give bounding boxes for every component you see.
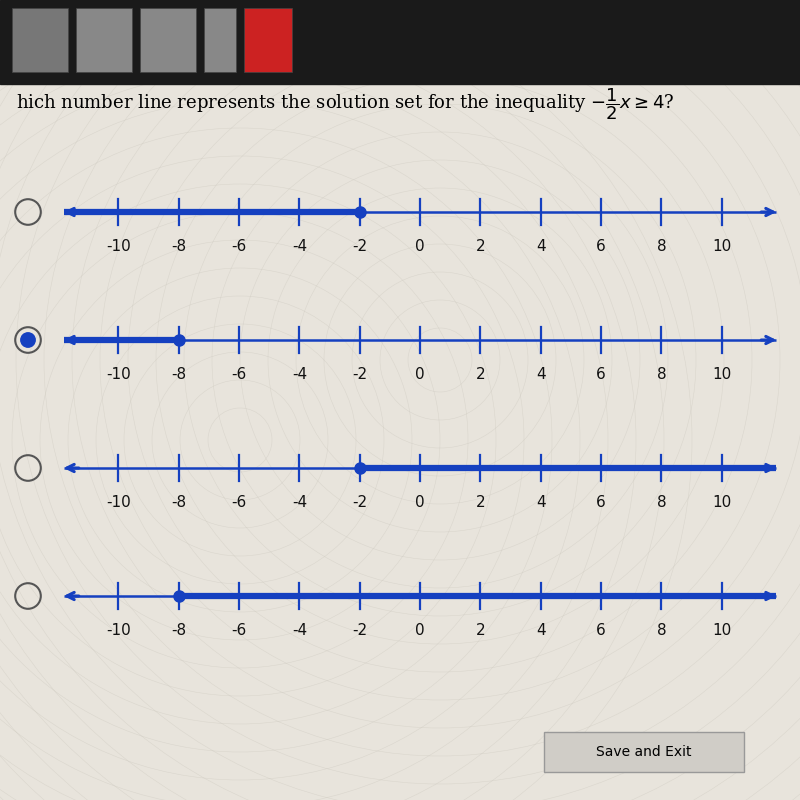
Text: 4: 4 <box>536 239 546 254</box>
Text: -6: -6 <box>231 623 246 638</box>
Text: -4: -4 <box>292 367 307 382</box>
Text: 4: 4 <box>536 623 546 638</box>
Text: 4: 4 <box>536 495 546 510</box>
Text: -8: -8 <box>171 623 186 638</box>
Text: -4: -4 <box>292 495 307 510</box>
Bar <box>12 8 68 72</box>
Bar <box>244 8 292 72</box>
Text: 10: 10 <box>712 239 731 254</box>
Text: -8: -8 <box>171 239 186 254</box>
Circle shape <box>21 333 35 347</box>
Text: -2: -2 <box>352 495 367 510</box>
Text: hich number line represents the solution set for the inequality $-\dfrac{1}{2}x : hich number line represents the solution… <box>16 86 674 122</box>
Bar <box>0 0 800 84</box>
Text: -2: -2 <box>352 367 367 382</box>
Text: 8: 8 <box>657 239 666 254</box>
Text: -10: -10 <box>106 623 130 638</box>
Text: -8: -8 <box>171 495 186 510</box>
Text: -6: -6 <box>231 495 246 510</box>
Text: -2: -2 <box>352 239 367 254</box>
Bar <box>544 732 744 772</box>
Text: 8: 8 <box>657 367 666 382</box>
Text: 0: 0 <box>415 239 425 254</box>
Text: -6: -6 <box>231 367 246 382</box>
Text: 2: 2 <box>475 367 485 382</box>
Text: -2: -2 <box>352 623 367 638</box>
Text: -10: -10 <box>106 367 130 382</box>
Bar <box>204 8 236 72</box>
Text: 6: 6 <box>596 623 606 638</box>
Text: -10: -10 <box>106 495 130 510</box>
Text: 0: 0 <box>415 623 425 638</box>
Text: 8: 8 <box>657 623 666 638</box>
Text: 0: 0 <box>415 367 425 382</box>
Text: 6: 6 <box>596 367 606 382</box>
Text: 10: 10 <box>712 623 731 638</box>
Text: 2: 2 <box>475 239 485 254</box>
Text: -4: -4 <box>292 623 307 638</box>
Text: -10: -10 <box>106 239 130 254</box>
Text: -4: -4 <box>292 239 307 254</box>
Text: 10: 10 <box>712 495 731 510</box>
Text: -6: -6 <box>231 239 246 254</box>
Bar <box>140 8 196 72</box>
Text: 0: 0 <box>415 495 425 510</box>
Text: 6: 6 <box>596 495 606 510</box>
Text: Save and Exit: Save and Exit <box>596 745 692 759</box>
Text: 4: 4 <box>536 367 546 382</box>
Text: 2: 2 <box>475 623 485 638</box>
Text: 10: 10 <box>712 367 731 382</box>
Text: 6: 6 <box>596 239 606 254</box>
Text: -8: -8 <box>171 367 186 382</box>
Text: 2: 2 <box>475 495 485 510</box>
Bar <box>76 8 132 72</box>
Text: 8: 8 <box>657 495 666 510</box>
